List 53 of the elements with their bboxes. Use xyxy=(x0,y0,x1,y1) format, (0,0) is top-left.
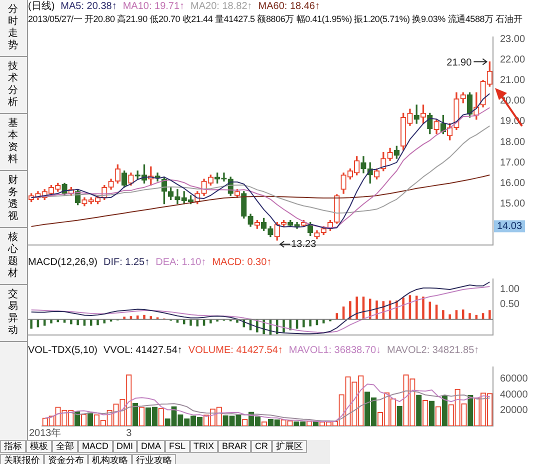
text: 资金分布 xyxy=(44,454,88,464)
y-tick-label: 15.00 xyxy=(500,198,526,210)
text: 模板 xyxy=(26,440,52,453)
text: TRIX xyxy=(190,440,218,453)
text: 指标 xyxy=(0,440,26,453)
annotation: 13.23 xyxy=(291,239,317,250)
text: 关联报价 xyxy=(0,454,44,464)
text: 交易异动 xyxy=(0,285,27,342)
chart-subtitle: 2013/05/27/一 开20.80 高21.90 低20.70 收21.44 量41427.5 额8806万 幅0.41(1.95%) 振1.20(5.71%) 换9.03% 流通4588万 石油开 xyxy=(28,13,524,26)
text: MA5: 20.38↑ xyxy=(60,1,117,12)
annotation: 21.90 xyxy=(446,57,472,68)
y-tick-label: 21.00 xyxy=(500,75,526,86)
text: DEA: 1.10↑ xyxy=(156,257,206,268)
y-tick-label: 0.50 xyxy=(500,299,520,310)
y-tick-label: 20000 xyxy=(500,405,528,416)
y-tick-label: 16.00 xyxy=(500,178,526,189)
text: MACD: 0.30↑ xyxy=(212,257,272,268)
text: 全部 xyxy=(52,440,78,453)
text: VVOL: 41427.54↑ xyxy=(103,345,182,356)
y-tick-label: 18.00 xyxy=(500,136,526,148)
text: DMA xyxy=(137,440,165,453)
text: MA20: 18.82↑ xyxy=(190,1,252,12)
text: 机构攻略 xyxy=(88,454,132,464)
text: 技术分析 xyxy=(0,57,27,114)
text: 财务透视 xyxy=(0,171,27,228)
text: 基本资料 xyxy=(0,114,27,171)
chart-title: VOL-TDX(5,10) xyxy=(28,345,98,356)
text: 扩展区 xyxy=(272,440,308,453)
text: DIF: 1.25↑ xyxy=(103,257,150,268)
text: 核心题材 xyxy=(0,228,27,285)
y-tick-label: 22.00 xyxy=(500,54,526,66)
text: 行业攻略 xyxy=(132,454,176,464)
y-tick-label: 60000 xyxy=(500,374,528,385)
text: FSL xyxy=(165,440,190,453)
x-tick-label: 2013年 xyxy=(29,426,62,439)
y-tick-label: 23.00 xyxy=(500,34,526,45)
text: 分时走势 xyxy=(0,0,27,57)
text: MACD xyxy=(78,440,112,453)
text: MA60: 18.46↑ xyxy=(258,1,320,12)
text: MA10: 19.71↑ xyxy=(122,1,185,12)
text: VOLUME: 41427.54↑ xyxy=(188,345,283,356)
text: DMI xyxy=(112,440,137,453)
x-tick-label: 3 xyxy=(126,428,132,439)
y-tick-label: 1.00 xyxy=(500,284,520,296)
chart-title: (日线) xyxy=(28,1,55,12)
y-tick-label: 40000 xyxy=(500,389,528,400)
text: CR xyxy=(251,440,272,453)
y-tick-label: 17.00 xyxy=(500,157,526,168)
chart-title: MACD(12,26,9) xyxy=(28,257,98,268)
text: 14.03 xyxy=(497,221,522,232)
text: MAVOL1: 36838.70↓ xyxy=(288,345,382,356)
text: MAVOL2: 34821.85↑ xyxy=(387,345,480,356)
text: BRAR xyxy=(218,440,252,453)
